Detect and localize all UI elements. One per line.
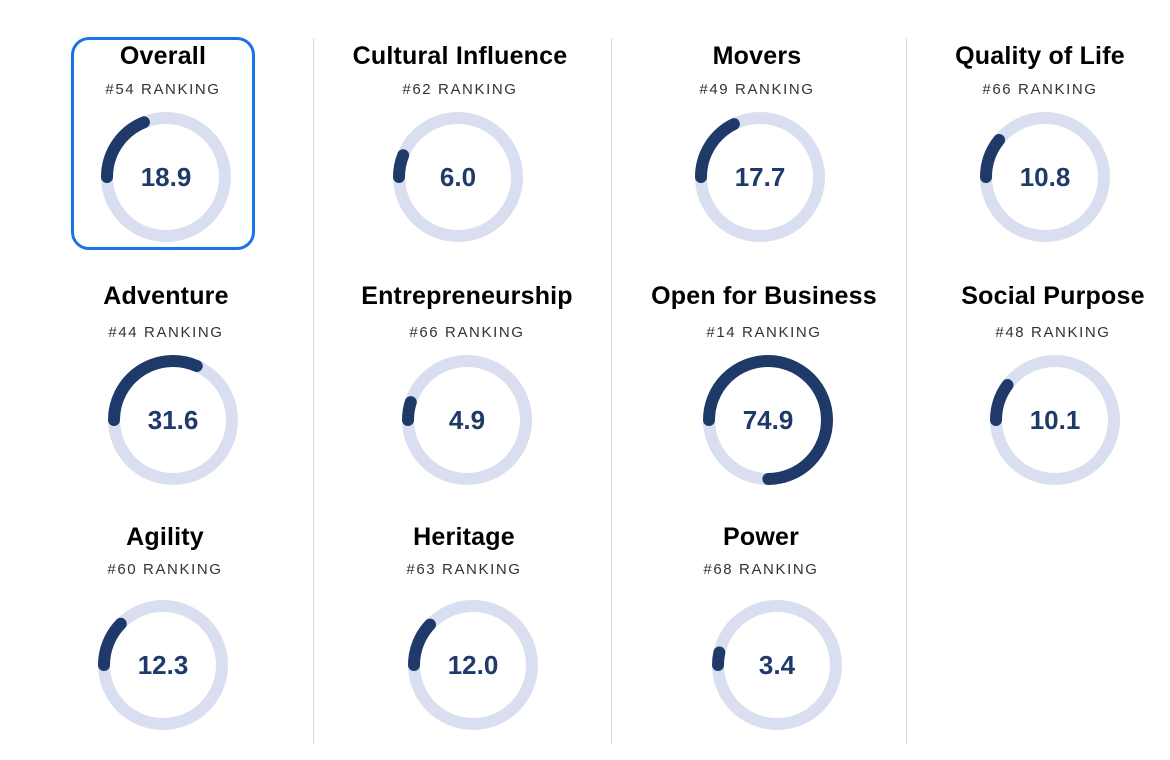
- gauge-ring: [703, 355, 833, 485]
- category-card-entrepreneurship[interactable]: Entrepreneurship #66 RANKING 4.9: [337, 240, 597, 485]
- score-gauge: 31.6: [104, 351, 242, 489]
- column-divider: [611, 38, 612, 744]
- category-title: Power: [722, 523, 800, 551]
- gauge-progress-arc: [712, 646, 726, 671]
- gauge-progress-arc: [393, 149, 410, 183]
- category-card-adventure[interactable]: Adventure #44 RANKING 31.6: [36, 240, 296, 485]
- score-value: 18.9: [140, 162, 192, 192]
- category-ranking: #60 RANKING: [107, 561, 223, 578]
- gauge-progress-arc: [408, 618, 436, 671]
- gauge-progress-arc: [703, 355, 833, 485]
- gauge-progress-arc: [402, 396, 417, 426]
- gauge-ring: [990, 355, 1120, 485]
- category-ranking: #44 RANKING: [108, 324, 224, 341]
- category-title: Heritage: [413, 523, 515, 551]
- category-ranking: #54 RANKING: [105, 81, 221, 98]
- gauge-progress-arc: [695, 118, 740, 183]
- score-gauge: 12.3: [94, 596, 232, 734]
- category-card-social-purpose[interactable]: Social Purpose #48 RANKING 10.1: [936, 240, 1170, 485]
- score-value: 17.7: [734, 162, 786, 192]
- category-ranking: #68 RANKING: [703, 561, 819, 578]
- gauge-ring: [393, 112, 523, 242]
- category-title: Overall: [119, 42, 207, 70]
- category-ranking: #66 RANKING: [982, 81, 1098, 98]
- gauge-progress-arc: [980, 133, 1006, 183]
- category-card-movers[interactable]: Movers #49 RANKING 17.7: [627, 0, 887, 242]
- category-title: Movers: [712, 42, 802, 70]
- gauge-ring: [98, 600, 228, 730]
- category-card-cultural-influence[interactable]: Cultural Influence #62 RANKING 6.0: [330, 0, 590, 242]
- gauge-progress-arc: [98, 617, 127, 671]
- category-title: Open for Business: [651, 282, 877, 310]
- score-gauge: 17.7: [691, 108, 829, 246]
- score-value: 12.0: [447, 650, 499, 680]
- category-title: Adventure: [103, 282, 229, 310]
- gauge-ring: [402, 355, 532, 485]
- category-title: Agility: [126, 523, 204, 551]
- category-ranking: #48 RANKING: [995, 324, 1111, 341]
- score-gauge: 10.8: [976, 108, 1114, 246]
- score-value: 31.6: [147, 405, 199, 435]
- category-card-overall[interactable]: Overall #54 RANKING 18.9: [33, 0, 293, 250]
- score-gauge: 4.9: [398, 351, 536, 489]
- score-value: 12.3: [137, 650, 189, 680]
- category-title: Cultural Influence: [352, 42, 568, 70]
- gauge-ring: [408, 600, 538, 730]
- gauge-progress-arc: [108, 355, 203, 426]
- category-card-power[interactable]: Power #68 RANKING 3.4: [631, 480, 891, 730]
- category-card-open-for-business[interactable]: Open for Business #14 RANKING 74.9: [634, 240, 894, 485]
- category-title: Social Purpose: [961, 282, 1145, 310]
- column-divider: [313, 38, 314, 744]
- score-gauge: 3.4: [708, 596, 846, 734]
- gauge-progress-arc: [101, 116, 150, 183]
- category-card-heritage[interactable]: Heritage #63 RANKING 12.0: [334, 480, 594, 730]
- category-ranking: #62 RANKING: [402, 81, 518, 98]
- category-card-agility[interactable]: Agility #60 RANKING 12.3: [35, 480, 295, 730]
- score-value: 4.9: [448, 405, 486, 435]
- gauge-progress-arc: [990, 379, 1014, 426]
- gauge-ring: [712, 600, 842, 730]
- score-gauge: 18.9: [97, 108, 235, 246]
- score-gauge: 74.9: [699, 351, 837, 489]
- category-ranking: #66 RANKING: [409, 324, 525, 341]
- column-divider: [906, 38, 907, 744]
- score-gauge: 6.0: [389, 108, 527, 246]
- score-gauge: 10.1: [986, 351, 1124, 489]
- score-value: 6.0: [439, 162, 477, 192]
- gauge-ring: [695, 112, 825, 242]
- score-gauge: 12.0: [404, 596, 542, 734]
- score-value: 10.1: [1029, 405, 1081, 435]
- category-ranking: #63 RANKING: [406, 561, 522, 578]
- category-title: Quality of Life: [955, 42, 1125, 70]
- selected-card-frame: [71, 37, 255, 250]
- score-value: 74.9: [742, 405, 794, 435]
- category-card-quality-of-life[interactable]: Quality of Life #66 RANKING 10.8: [910, 0, 1170, 242]
- score-value: 10.8: [1019, 162, 1071, 192]
- gauge-ring: [108, 355, 238, 485]
- category-ranking: #14 RANKING: [706, 324, 822, 341]
- gauge-ring: [980, 112, 1110, 242]
- score-value: 3.4: [758, 650, 796, 680]
- gauge-ring: [101, 112, 231, 242]
- category-ranking: #49 RANKING: [699, 81, 815, 98]
- category-title: Entrepreneurship: [361, 282, 573, 310]
